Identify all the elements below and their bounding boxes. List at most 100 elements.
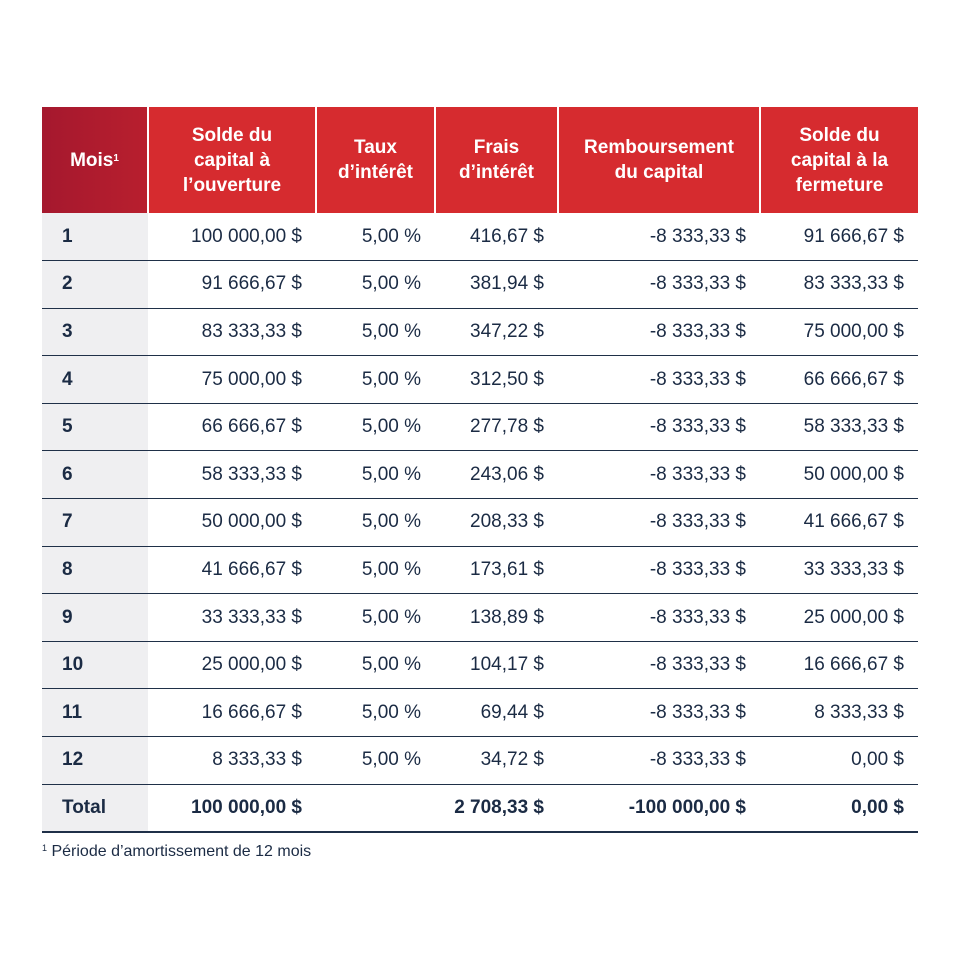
table-row: 2 91 666,67 $5,00 % 381,94 $ -8 333,33 $83 … xyxy=(42,260,918,309)
cell: 5,00 % xyxy=(316,213,435,262)
cell: 0,00 $ xyxy=(760,736,918,785)
cell: 9 xyxy=(42,593,148,642)
cell: 91 666,67 $ xyxy=(760,213,918,262)
cell: -8 333,33 $ xyxy=(558,546,760,595)
table-row: 10 25 000,00 $5,00 % 104,17 $ -8 333,33 $16… xyxy=(42,641,918,690)
cell: 6 xyxy=(42,450,148,500)
cell: -8 333,33 $ xyxy=(558,403,760,452)
footnote-text: Période d’amortissement de 12 mois xyxy=(51,843,312,860)
table-row: 9 33 333,33 $5,00 % 138,89 $ -8 333,33 $25 … xyxy=(42,593,918,642)
header-note: 1 xyxy=(113,152,119,164)
table-row: 6 58 333,33 $5,00 % 243,06 $ -8 333,33 $50 … xyxy=(42,450,918,500)
cell: 12 xyxy=(42,736,148,785)
column-header: Solde du capital à l’ouverture xyxy=(147,107,316,213)
cell: -8 333,33 $ xyxy=(558,213,760,262)
cell: 5,00 % xyxy=(316,450,435,500)
cell: 8 333,33 $ xyxy=(148,736,316,785)
cell: 138,89 $ xyxy=(435,593,558,642)
cell: 5,00 % xyxy=(316,308,435,357)
cell: 16 666,67 $ xyxy=(148,688,316,738)
cell: 58 333,33 $ xyxy=(148,450,316,500)
column-header: Remboursement du capital xyxy=(557,107,760,213)
cell: 58 333,33 $ xyxy=(760,403,918,452)
table-row: 7 50 000,00 $5,00 % 208,33 $ -8 333,33 $41 … xyxy=(42,498,918,547)
cell: 33 333,33 $ xyxy=(760,546,918,595)
cell: 8 xyxy=(42,546,148,595)
cell: 11 xyxy=(42,688,148,738)
total-row: Total 100 000,00 $ 2 708,33 $ -100 000,00 $… xyxy=(42,784,918,833)
header-text: Mois xyxy=(70,149,114,171)
cell: 3 xyxy=(42,308,148,357)
cell: 100 000,00 $ xyxy=(148,213,316,262)
cell: 5,00 % xyxy=(316,546,435,595)
cell: 75 000,00 $ xyxy=(760,308,918,357)
cell: 347,22 $ xyxy=(435,308,558,357)
cell: 10 xyxy=(42,641,148,690)
total-empty xyxy=(316,784,435,833)
cell: 5,00 % xyxy=(316,641,435,690)
cell: 50 000,00 $ xyxy=(760,450,918,500)
cell: 34,72 $ xyxy=(435,736,558,785)
cell: 416,67 $ xyxy=(435,213,558,262)
cell: 7 xyxy=(42,498,148,547)
header-text: Solde du capital à l’ouverture xyxy=(182,124,282,196)
total-closing: 0,00 $ xyxy=(760,784,918,833)
column-header: Solde du capital à la fermeture xyxy=(759,107,918,213)
cell: -8 333,33 $ xyxy=(558,260,760,309)
cell: 381,94 $ xyxy=(435,260,558,309)
column-header: Taux d’intérêt xyxy=(315,107,435,213)
cell: 5,00 % xyxy=(316,260,435,309)
table-row: 1 100 000,00 $5,00 % 416,67 $ -8 333,33 $91… xyxy=(42,213,918,262)
table-row: 12 8 333,33 $5,00 % 34,72 $ -8 333,33 $0,00… xyxy=(42,736,918,785)
cell: 104,17 $ xyxy=(435,641,558,690)
table-wrap: Mois1 Solde du capital à l’ouverture Taux … xyxy=(42,107,918,833)
table-row: 3 83 333,33 $5,00 % 347,22 $ -8 333,33 $75 … xyxy=(42,308,918,357)
cell: 243,06 $ xyxy=(435,450,558,500)
cell: 69,44 $ xyxy=(435,688,558,738)
cell: -8 333,33 $ xyxy=(558,498,760,547)
cell: -8 333,33 $ xyxy=(558,736,760,785)
header-text: Taux d’intérêt xyxy=(338,137,413,183)
footnote-marker: 1 xyxy=(42,843,48,853)
cell: 91 666,67 $ xyxy=(148,260,316,309)
table-row: 4 75 000,00 $5,00 % 312,50 $ -8 333,33 $66 … xyxy=(42,355,918,404)
cell: 66 666,67 $ xyxy=(148,403,316,452)
total-label: Total xyxy=(42,784,148,833)
cell: -8 333,33 $ xyxy=(558,688,760,738)
cell: 5,00 % xyxy=(316,736,435,785)
cell: 173,61 $ xyxy=(435,546,558,595)
total-opening: 100 000,00 $ xyxy=(148,784,316,833)
amortization-table: Mois1 Solde du capital à l’ouverture Taux … xyxy=(42,107,918,833)
cell: 83 333,33 $ xyxy=(760,260,918,309)
column-header: Mois1 xyxy=(42,107,148,213)
header-text: Solde du capital à la fermeture xyxy=(790,124,889,196)
cell: -8 333,33 $ xyxy=(558,641,760,690)
cell: 277,78 $ xyxy=(435,403,558,452)
cell: 75 000,00 $ xyxy=(148,355,316,404)
cell: 25 000,00 $ xyxy=(760,593,918,642)
table-row: 8 41 666,67 $5,00 % 173,61 $ -8 333,33 $33 … xyxy=(42,546,918,595)
cell: 5,00 % xyxy=(316,498,435,547)
cell: -8 333,33 $ xyxy=(558,308,760,357)
header-text: Remboursement du capital xyxy=(584,137,734,183)
cell: 2 xyxy=(42,260,148,309)
cell: 208,33 $ xyxy=(435,498,558,547)
cell: -8 333,33 $ xyxy=(558,450,760,500)
cell: 83 333,33 $ xyxy=(148,308,316,357)
cell: -8 333,33 $ xyxy=(558,593,760,642)
footnote: 1 Période d’amortissement de 12 mois xyxy=(42,843,311,861)
cell: 50 000,00 $ xyxy=(148,498,316,547)
cell: 5 xyxy=(42,403,148,452)
cell: 16 666,67 $ xyxy=(760,641,918,690)
cell: 5,00 % xyxy=(316,593,435,642)
cell: 41 666,67 $ xyxy=(760,498,918,547)
column-header: Frais d’intérêt xyxy=(434,107,558,213)
cell: 66 666,67 $ xyxy=(760,355,918,404)
table-row: 5 66 666,67 $5,00 % 277,78 $ -8 333,33 $58 … xyxy=(42,403,918,452)
header-text: Frais d’intérêt xyxy=(459,137,534,183)
cell: 8 333,33 $ xyxy=(760,688,918,738)
table-body: 1 100 000,00 $5,00 % 416,67 $ -8 333,33 $91… xyxy=(42,213,918,833)
cell: 5,00 % xyxy=(316,403,435,452)
cell: 5,00 % xyxy=(316,688,435,738)
